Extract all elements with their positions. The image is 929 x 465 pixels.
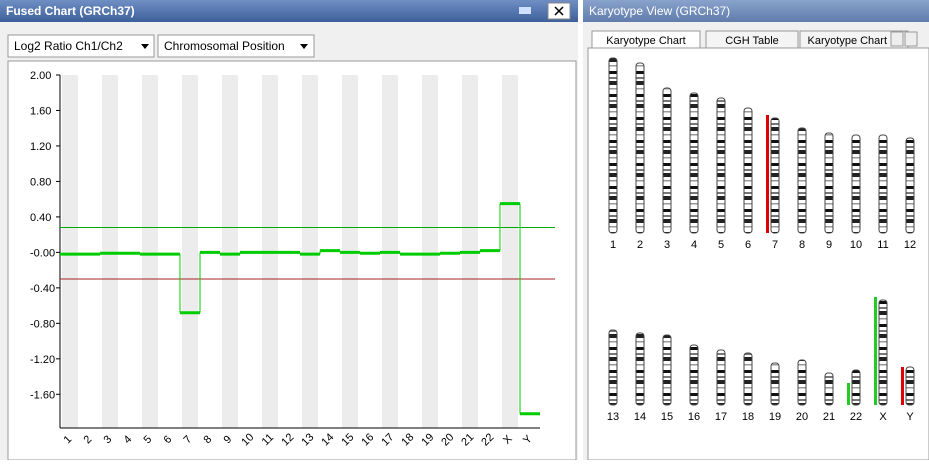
dropdown-text: Log2 Ratio Ch1/Ch2 [14, 39, 123, 53]
dock-button[interactable] [519, 7, 531, 14]
ideogram [663, 88, 671, 233]
chromosome-band [502, 75, 518, 428]
ideogram [771, 118, 779, 233]
chromosome-band [62, 75, 78, 428]
chromosome-label: 7 [772, 239, 778, 251]
chromosome-band [222, 75, 238, 428]
chromosome-label: 3 [664, 239, 670, 251]
ideogram [906, 138, 914, 233]
cnv-bar [766, 115, 769, 233]
ideogram [663, 335, 671, 405]
chromosome-label: 11 [877, 239, 888, 251]
ideogram [636, 333, 644, 405]
chromosome-band [422, 75, 438, 428]
y-tick-label: -0.00 [30, 247, 55, 259]
ideogram [879, 135, 887, 233]
y-tick-label: 1.20 [30, 141, 51, 153]
tabs: Karyotype Chart CGH Table Karyotype Chart … [592, 31, 908, 48]
ideogram [636, 63, 644, 233]
chromosome-label: 10 [850, 239, 862, 251]
ideogram [879, 300, 887, 405]
y-tick-label: -1.20 [30, 354, 55, 366]
chromosome-label: X [879, 411, 887, 423]
panel-title: Karyotype View (GRCh37) [589, 4, 730, 18]
chromosome-label: 21 [823, 411, 835, 423]
cnv-bar [901, 367, 904, 405]
y-tick-label: 1.60 [30, 105, 51, 117]
ideogram [717, 350, 725, 405]
chart-area [8, 61, 576, 460]
y-tick-label: -1.60 [30, 389, 55, 401]
y-tick-label: 0.40 [30, 212, 51, 224]
chromosome-label: Y [906, 411, 914, 423]
ideogram [771, 363, 779, 405]
chromosome-label: 4 [691, 239, 697, 251]
ideogram [852, 370, 860, 405]
ideogram [690, 345, 698, 405]
chromosome-band [302, 75, 318, 428]
dropdown-text: Chromosomal Position [164, 39, 285, 53]
chromosome-label: 18 [742, 411, 754, 423]
tab-label: CGH Table [725, 35, 779, 47]
scroll-left[interactable] [891, 32, 903, 46]
chromosome-band [182, 75, 198, 428]
chromosome-band [142, 75, 158, 428]
cnv-bar [847, 383, 850, 405]
chromosome-band [102, 75, 118, 428]
chromosome-label: 12 [904, 239, 916, 251]
chromosome-label: 19 [769, 411, 781, 423]
scroll-right[interactable] [905, 32, 917, 46]
chromosome-label: 16 [688, 411, 700, 423]
ideogram [744, 353, 752, 405]
ideogram [717, 98, 725, 233]
y-tick-label: 0.80 [30, 176, 51, 188]
chromosome-label: 22 [850, 411, 862, 423]
cnv-bar [874, 297, 877, 405]
page: {"left_panel":{"title":"Fused Chart (GRC… [0, 0, 929, 460]
chromosome-label: 17 [715, 411, 727, 423]
chromosome-label: 15 [661, 411, 673, 423]
chromosome-label: 9 [826, 239, 832, 251]
y-tick-label: -0.40 [30, 283, 55, 295]
ideogram [690, 93, 698, 233]
tab-label: Karyotype Chart (F [808, 35, 901, 47]
ideogram [906, 367, 914, 405]
y-tick-label: -0.80 [30, 318, 55, 330]
chromosome-label: 5 [718, 239, 724, 251]
ideogram [825, 373, 833, 405]
ideogram [852, 135, 860, 233]
chromosome-label: 2 [637, 239, 643, 251]
tab-label: Karyotype Chart [606, 35, 685, 47]
chromosome-label: 8 [799, 239, 805, 251]
ideogram [825, 133, 833, 233]
ideogram [798, 360, 806, 405]
ideogram [744, 108, 752, 233]
screen: Fused Chart (GRCh37) Log2 Ratio Ch1/Ch2 … [0, 0, 929, 460]
chromosome-label: 20 [796, 411, 808, 423]
panel-title: Fused Chart (GRCh37) [6, 4, 135, 18]
ideogram [798, 128, 806, 233]
y-tick-label: 2.00 [30, 70, 51, 82]
chromosome-label: 14 [634, 411, 646, 423]
chromosome-label: 6 [745, 239, 751, 251]
ideogram [609, 330, 617, 405]
chromosome-label: 1 [610, 239, 616, 251]
chromosome-label: 13 [607, 411, 619, 423]
ideogram [609, 58, 617, 233]
